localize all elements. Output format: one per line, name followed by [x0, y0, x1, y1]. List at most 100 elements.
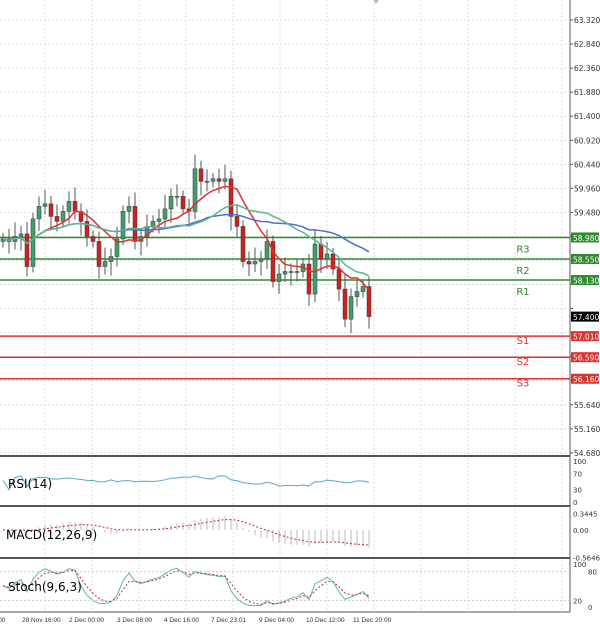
candle-bullish [42, 203, 48, 207]
price-tick-label: 61.880 [574, 88, 600, 97]
candle-bearish [96, 241, 102, 267]
candle-bearish [24, 233, 30, 267]
candle-bullish [210, 178, 216, 182]
level-price-label: 57.010 [573, 333, 599, 342]
candle-bearish [228, 178, 234, 217]
macd-signal-line [2, 519, 370, 546]
time-axis-label: 9 Dec 04:00 [259, 617, 294, 624]
price-tick-label: 55.640 [574, 401, 600, 410]
candle-bearish [330, 253, 336, 270]
time-axis-label: 7 Dec 23:01 [211, 617, 246, 624]
macd-tick-label: 0.00 [573, 527, 589, 535]
level-label-S1: S1 [517, 336, 530, 347]
time-axis-label: v 00:00 [0, 617, 6, 624]
level-label-R3: R3 [516, 244, 529, 255]
candle-bullish [168, 196, 174, 210]
rsi-tick-label: 100 [573, 458, 586, 466]
candle-bullish [312, 243, 318, 295]
price-tick-label: 54.680 [574, 449, 600, 458]
candle-bearish [336, 268, 342, 290]
level-price-box [571, 275, 599, 286]
level-label-R1: R1 [516, 287, 529, 298]
candle-bullish [174, 196, 180, 198]
candle-bearish [216, 178, 222, 182]
candle-bullish [360, 286, 366, 292]
candle-bullish [264, 241, 270, 260]
candle-bullish [156, 218, 162, 222]
level-price-box [571, 253, 599, 264]
candle-bullish [18, 233, 24, 237]
candle-bearish [342, 288, 348, 320]
candle-bullish [120, 211, 126, 240]
candle-bullish [192, 168, 198, 212]
current-price-label: 57.400 [573, 313, 599, 322]
candle-bullish [282, 271, 288, 275]
price-tick-label: 60.920 [574, 136, 600, 145]
rsi-tick-label: 0 [573, 499, 577, 507]
level-price-label: 58.980 [573, 234, 599, 243]
candle-bullish [276, 273, 282, 282]
candle-bullish [66, 201, 72, 212]
candle-bearish [180, 196, 186, 210]
price-tick-label: 55.160 [574, 425, 600, 434]
candle-bullish [294, 271, 300, 273]
candle-bearish [318, 243, 324, 260]
rsi-tick-label: 70 [573, 470, 582, 478]
price-tick-label: 62.360 [574, 64, 600, 73]
stoch-tick-label: 100 [573, 561, 586, 569]
time-axis-label: 11 Dec 20:00 [353, 617, 392, 624]
candle-bullish [288, 271, 294, 273]
candle-bullish [126, 206, 132, 212]
moving-average-line [2, 204, 370, 277]
candle-bearish [270, 241, 276, 282]
level-price-box [571, 331, 599, 342]
candle-bearish [246, 261, 252, 265]
level-price-label: 56.590 [573, 354, 599, 363]
panel-divider [0, 505, 570, 507]
candle-bearish [90, 236, 96, 242]
time-axis-label: 28 Nov 16:00 [22, 617, 61, 624]
stoch-tick-label: 80 [588, 569, 597, 577]
panel-divider [0, 455, 570, 457]
candle-bullish [348, 296, 354, 320]
stoch-label: Stoch(9,6,3) [8, 580, 82, 594]
rsi-label: RSI(14) [8, 477, 53, 491]
candle-bearish [198, 168, 204, 182]
time-axis-label: 3 Dec 08:00 [117, 617, 152, 624]
candle-bullish [252, 261, 258, 265]
macd-tick-label: -0.5646 [573, 554, 600, 562]
candle-bullish [324, 253, 330, 260]
candle-bearish [132, 206, 138, 242]
candle-bullish [258, 258, 264, 262]
candle-bearish [84, 221, 90, 237]
candle-bullish [354, 291, 360, 297]
time-axis-label: 4 Dec 16:00 [164, 617, 199, 624]
candle-bullish [204, 181, 210, 183]
level-price-label: 56.160 [573, 375, 599, 384]
candle-bullish [162, 208, 168, 220]
candle-bullish [114, 238, 120, 257]
candle-bullish [36, 206, 42, 220]
level-price-box [571, 373, 599, 384]
candle-bullish [102, 261, 108, 267]
level-price-label: 58.130 [573, 277, 599, 286]
price-tick-label: 61.400 [574, 112, 600, 121]
candle-bullish [108, 256, 114, 262]
price-tick-label: 63.320 [574, 16, 600, 25]
candle-bearish [48, 203, 54, 217]
candle-bearish [72, 201, 78, 212]
rsi-line [2, 475, 370, 491]
level-label-S3: S3 [517, 379, 530, 390]
price-tick-label: 59.960 [574, 184, 600, 193]
candle-bearish [366, 286, 372, 317]
level-label-R2: R2 [516, 266, 529, 277]
level-price-box [571, 232, 599, 243]
candle-bearish [54, 216, 60, 222]
moving-average-line [2, 185, 370, 291]
level-price-box [571, 352, 599, 363]
price-tick-label: 59.480 [574, 208, 600, 217]
time-axis-label: 2 Dec 00:00 [69, 617, 104, 624]
price-tick-label: 62.840 [574, 40, 600, 49]
